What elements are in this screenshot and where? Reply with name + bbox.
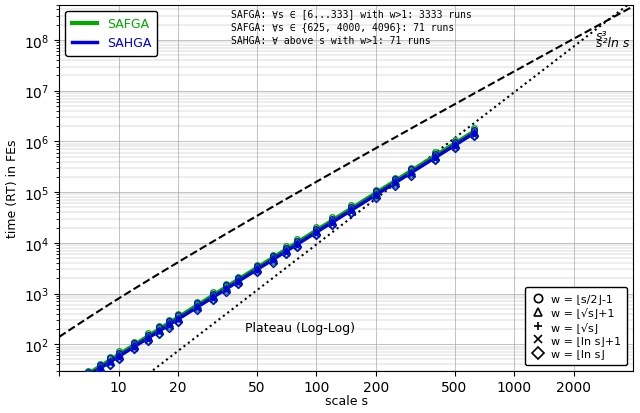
Text: SAFGA: ∀s ∈ [6...333] with w>1: 3333 runs
SAFGA: ∀s ∈ {625, 4000, 4096}: 71 runs: SAFGA: ∀s ∈ [6...333] with w>1: 3333 run…	[231, 9, 472, 45]
Legend: w = ⌊s/2⌋-1, w = ⌊√s⌋+1, w = ⌊√s⌋, w = ⌊ln s⌋+1, w = ⌊ln s⌋: w = ⌊s/2⌋-1, w = ⌊√s⌋+1, w = ⌊√s⌋, w = ⌊…	[525, 287, 627, 365]
Text: s²ln s: s²ln s	[596, 37, 629, 50]
Y-axis label: time (RT) in FEs: time (RT) in FEs	[6, 139, 19, 237]
Text: Plateau (Log-Log): Plateau (Log-Log)	[245, 321, 355, 334]
Text: s³: s³	[596, 31, 607, 43]
X-axis label: scale s: scale s	[324, 394, 367, 408]
